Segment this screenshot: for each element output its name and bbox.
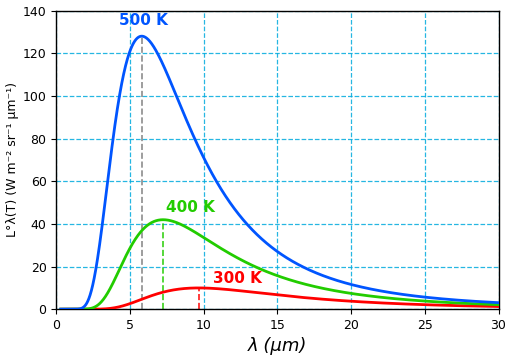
Y-axis label: L°λ(T) (W m⁻² sr⁻¹ μm⁻¹): L°λ(T) (W m⁻² sr⁻¹ μm⁻¹) xyxy=(6,82,18,238)
Text: 300 K: 300 K xyxy=(214,271,262,286)
X-axis label: λ (μm): λ (μm) xyxy=(248,338,307,356)
Text: 400 K: 400 K xyxy=(166,200,215,216)
Text: 500 K: 500 K xyxy=(119,13,167,28)
